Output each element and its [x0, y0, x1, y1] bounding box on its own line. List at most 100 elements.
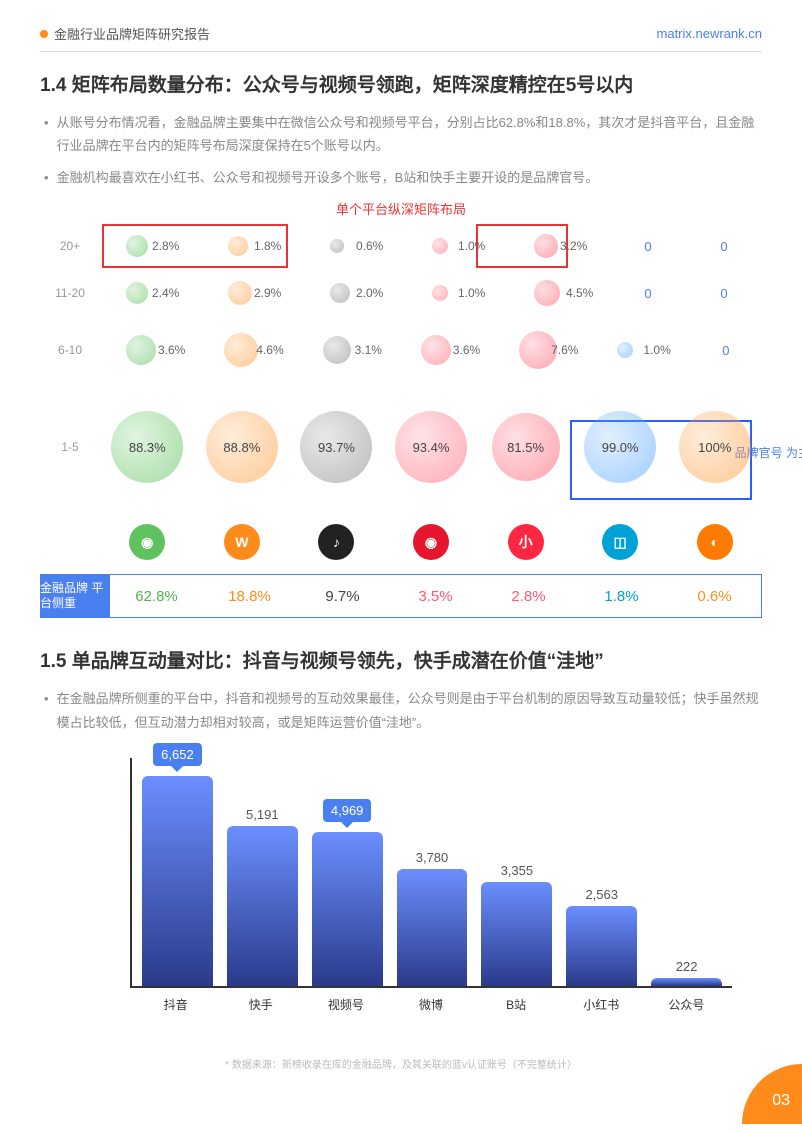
bubble	[224, 333, 258, 367]
bubble	[421, 335, 451, 365]
header-title: 金融行业品牌矩阵研究报告	[40, 24, 210, 43]
bubble-row: 6-103.6%4.6%3.1%3.6%7.6%1.0%0	[40, 318, 762, 382]
zero-value: 0	[644, 286, 651, 301]
page-number-badge: 03	[732, 1054, 802, 1124]
bubble: 99.0%	[584, 411, 656, 483]
bubble: 93.4%	[395, 411, 467, 483]
bubble-cell: 93.7%	[289, 411, 384, 483]
bar-label: 公众号	[651, 996, 722, 1013]
bubble-cell: 88.3%	[100, 411, 195, 483]
bubble	[432, 238, 448, 254]
bubble	[432, 285, 448, 301]
bar-label: 视频号	[310, 996, 381, 1013]
bubble-row: 11-202.4%2.9%2.0%1.0%4.5%00	[40, 268, 762, 318]
bubble-cell: 3.1%	[297, 331, 395, 369]
platform-icon-cell: ♪	[289, 524, 384, 560]
platform-icon-cell: ◉	[100, 524, 195, 560]
bubble-cell: 4.6%	[198, 331, 296, 369]
row-label: 20+	[40, 239, 100, 253]
report-title: 金融行业品牌矩阵研究报告	[54, 24, 210, 43]
bar-value: 2,563	[585, 887, 618, 902]
platform-icon-cell: ◉	[384, 524, 479, 560]
bubble-row: 20+2.8%1.8%0.6%1.0%3.2%00	[40, 224, 762, 268]
bubble-cell: 3.6%	[395, 331, 493, 369]
bar-value: 3,355	[501, 863, 534, 878]
bubble: 93.7%	[300, 411, 372, 483]
bubble-cell: 1.0%	[406, 234, 508, 258]
bubble-cell: 0	[686, 280, 762, 306]
row-label: 1-5	[40, 440, 100, 454]
bubble	[330, 283, 350, 303]
bar-label: 快手	[225, 996, 296, 1013]
zero-value: 0	[720, 286, 727, 301]
bar	[142, 776, 213, 986]
header-dot-icon	[40, 30, 48, 38]
section-1-5-title: 1.5 单品牌互动量对比：抖音与视频号领先，快手成潜在价值“洼地”	[40, 646, 762, 673]
bar-value: 4,969	[323, 799, 372, 822]
platform-icon-cell: W	[195, 524, 290, 560]
bubble: 88.3%	[111, 411, 183, 483]
platform-icon-小红书: 小	[508, 524, 544, 560]
platform-icon-cell: ◫	[573, 524, 668, 560]
bar	[227, 826, 298, 986]
bar-group-公众号: 222	[651, 959, 722, 986]
bubble-cell: 0	[610, 280, 686, 306]
zero-value: 0	[720, 239, 727, 254]
bar-group-快手: 5,191	[227, 807, 298, 986]
bubble-row: 1-588.3%88.8%93.7%93.4%81.5%99.0%100%	[40, 382, 762, 512]
bubble-cell: 7.6%	[493, 331, 591, 369]
weight-value: 2.8%	[482, 588, 575, 605]
weight-value: 9.7%	[296, 588, 389, 605]
bubble-cell: 88.8%	[195, 411, 290, 483]
bubble-cell: 81.5%	[478, 411, 573, 483]
bar-label: 小红书	[566, 996, 637, 1013]
bubble-cell: 3.2%	[508, 234, 610, 258]
chart-note-red: 单个平台纵深矩阵布局	[40, 199, 762, 218]
bar-group-视频号: 4,969	[312, 799, 383, 986]
bar	[397, 869, 468, 986]
bubble-chart: 品牌官号 为主 20+2.8%1.8%0.6%1.0%3.2%0011-202.…	[40, 224, 762, 512]
bar-group-B站: 3,355	[481, 863, 552, 986]
bubble-cell: 0	[610, 234, 686, 258]
weight-value: 1.8%	[575, 588, 668, 605]
row-label: 6-10	[40, 343, 100, 357]
platform-icon-B站: ◫	[602, 524, 638, 560]
platform-icon-row: ◉ W ♪ ◉ 小 ◫ ◐	[40, 520, 762, 564]
platform-icon-视频号: W	[224, 524, 260, 560]
platform-icon-cell: 小	[478, 524, 573, 560]
bubble-cell: 3.6%	[100, 331, 198, 369]
footer-note: * 数据来源：新榜收录在库的金融品牌，及其关联的蓝v认证账号（不完整统计）	[40, 1056, 762, 1071]
bubble-cell: 0	[690, 331, 762, 369]
platform-icon-微博: ◉	[413, 524, 449, 560]
section-1-4-title: 1.4 矩阵布局数量分布：公众号与视频号领跑，矩阵深度精控在5号以内	[40, 70, 762, 97]
platform-icon-cell: ◐	[667, 524, 762, 560]
bubble	[323, 336, 351, 364]
bar-group-小红书: 2,563	[566, 887, 637, 986]
zero-value: 0	[722, 343, 729, 358]
bubble	[228, 236, 248, 256]
bubble	[617, 342, 633, 358]
bubble-cell: 2.8%	[100, 234, 202, 258]
bar-label: B站	[481, 996, 552, 1013]
header-link[interactable]: matrix.newrank.cn	[657, 26, 762, 41]
bullet-text: 在金融品牌所侧重的平台中，抖音和视频号的互动效果最佳，公众号则是由于平台机制的原…	[40, 687, 762, 734]
page-header: 金融行业品牌矩阵研究报告 matrix.newrank.cn	[40, 24, 762, 52]
weight-value: 62.8%	[110, 588, 203, 605]
bar-value: 6,652	[153, 743, 202, 766]
bar	[566, 906, 637, 986]
bar	[651, 978, 722, 986]
bubble	[228, 281, 252, 305]
bar-label: 抖音	[140, 996, 211, 1013]
bullet-text: 金融机构最喜欢在小红书、公众号和视频号开设多个账号，B站和快手主要开设的是品牌官…	[40, 166, 762, 189]
bubble-cell: 1.8%	[202, 234, 304, 258]
bubble	[126, 282, 148, 304]
bar-value: 3,780	[416, 850, 449, 865]
bar	[481, 882, 552, 986]
bar-group-抖音: 6,652	[142, 743, 213, 986]
weight-value: 0.6%	[668, 588, 761, 605]
weight-value: 18.8%	[203, 588, 296, 605]
weight-value: 3.5%	[389, 588, 482, 605]
bubble-cell: 93.4%	[384, 411, 479, 483]
bar-chart: 6,6525,1914,9693,7803,3552,563222 抖音快手视频…	[40, 758, 762, 1038]
platform-weight-row: 金融品牌 平台侧重 62.8%18.8%9.7%3.5%2.8%1.8%0.6%	[40, 574, 762, 618]
